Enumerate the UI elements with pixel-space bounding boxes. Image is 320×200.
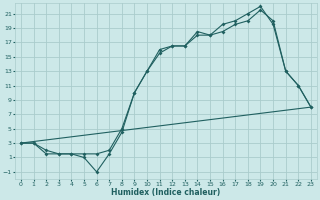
X-axis label: Humidex (Indice chaleur): Humidex (Indice chaleur) (111, 188, 220, 197)
